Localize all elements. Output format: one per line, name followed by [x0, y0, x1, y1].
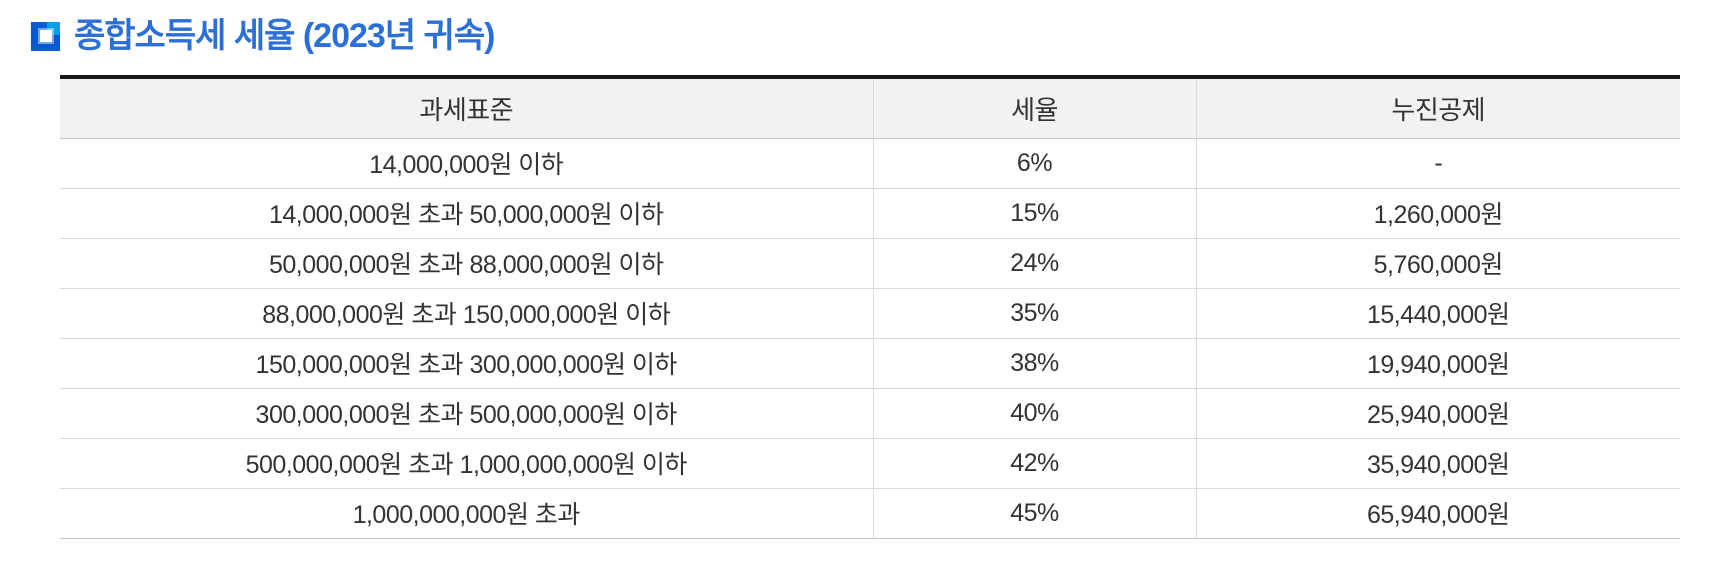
cell-progressive-deduction: 35,940,000원: [1196, 438, 1680, 489]
cell-tax-base: 88,000,000원 초과 150,000,000원 이하: [60, 288, 874, 339]
cell-progressive-deduction: 15,440,000원: [1196, 288, 1680, 339]
table-row: 88,000,000원 초과 150,000,000원 이하 35% 15,44…: [60, 288, 1680, 339]
table-row: 1,000,000,000원 초과 45% 65,940,000원: [60, 488, 1680, 539]
cell-progressive-deduction: 19,940,000원: [1196, 338, 1680, 389]
cell-tax-rate: 40%: [873, 388, 1197, 439]
table-header-row: 과세표준 세율 누진공제: [60, 77, 1680, 139]
cell-tax-base: 300,000,000원 초과 500,000,000원 이하: [60, 388, 874, 439]
cell-tax-rate: 35%: [873, 288, 1197, 339]
table-row: 14,000,000원 초과 50,000,000원 이하 15% 1,260,…: [60, 188, 1680, 239]
cell-tax-rate: 6%: [873, 138, 1197, 189]
blue-square-bullet-icon: [31, 21, 60, 51]
section-title-bar: 종합소득세 세율 (2023년 귀속): [31, 17, 495, 55]
column-header-progressive-deduction: 누진공제: [1196, 77, 1680, 139]
table-row: 50,000,000원 초과 88,000,000원 이하 24% 5,760,…: [60, 238, 1680, 289]
cell-progressive-deduction: 65,940,000원: [1196, 488, 1680, 539]
table-row: 150,000,000원 초과 300,000,000원 이하 38% 19,9…: [60, 338, 1680, 389]
cell-tax-base: 14,000,000원 이하: [60, 138, 874, 189]
cell-progressive-deduction: 1,260,000원: [1196, 188, 1680, 239]
cell-progressive-deduction: -: [1196, 138, 1680, 189]
column-header-tax-rate: 세율: [873, 77, 1197, 139]
cell-tax-rate: 42%: [873, 438, 1197, 489]
bullet-icon-center: [39, 30, 52, 42]
tax-rate-table: 과세표준 세율 누진공제 14,000,000원 이하 6% - 14,000,…: [60, 75, 1680, 539]
table-body: 14,000,000원 이하 6% - 14,000,000원 초과 50,00…: [60, 138, 1680, 539]
page-title: 종합소득세 세율 (2023년 귀속): [74, 17, 495, 55]
table-row: 300,000,000원 초과 500,000,000원 이하 40% 25,9…: [60, 388, 1680, 439]
table-row: 14,000,000원 이하 6% -: [60, 138, 1680, 189]
cell-progressive-deduction: 25,940,000원: [1196, 388, 1680, 439]
column-header-tax-base: 과세표준: [60, 77, 874, 139]
cell-tax-rate: 24%: [873, 238, 1197, 289]
cell-tax-rate: 15%: [873, 188, 1197, 239]
table-header: 과세표준 세율 누진공제: [60, 77, 1680, 139]
cell-tax-base: 500,000,000원 초과 1,000,000,000원 이하: [60, 438, 874, 489]
cell-tax-rate: 38%: [873, 338, 1197, 389]
cell-progressive-deduction: 5,760,000원: [1196, 238, 1680, 289]
cell-tax-rate: 45%: [873, 488, 1197, 539]
cell-tax-base: 14,000,000원 초과 50,000,000원 이하: [60, 188, 874, 239]
cell-tax-base: 150,000,000원 초과 300,000,000원 이하: [60, 338, 874, 389]
cell-tax-base: 1,000,000,000원 초과: [60, 488, 874, 539]
table-row: 500,000,000원 초과 1,000,000,000원 이하 42% 35…: [60, 438, 1680, 489]
cell-tax-base: 50,000,000원 초과 88,000,000원 이하: [60, 238, 874, 289]
